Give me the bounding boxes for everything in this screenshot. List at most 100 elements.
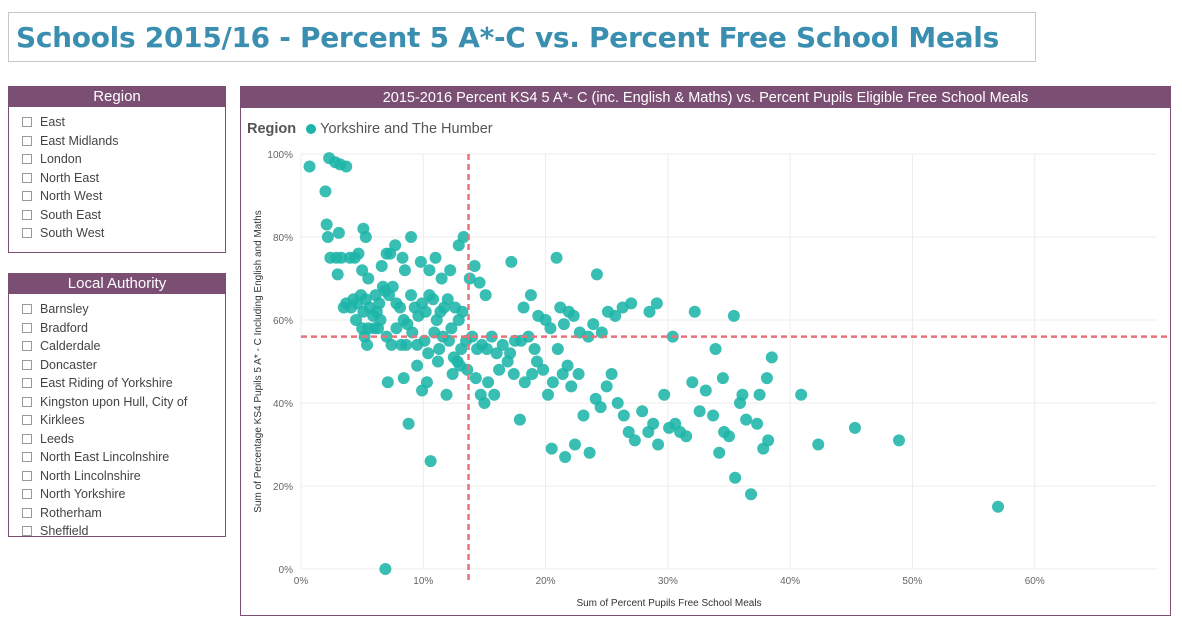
data-point[interactable]: [478, 397, 491, 409]
data-point[interactable]: [551, 343, 564, 356]
data-point[interactable]: [335, 251, 348, 264]
data-point[interactable]: [356, 264, 369, 277]
region-option[interactable]: North East: [22, 169, 225, 188]
data-point[interactable]: [446, 367, 459, 380]
checkbox[interactable]: [22, 378, 32, 389]
local-authority-option[interactable]: North Yorkshire: [22, 485, 225, 504]
checkbox[interactable]: [22, 228, 32, 239]
data-point[interactable]: [398, 264, 411, 277]
data-point[interactable]: [751, 417, 764, 430]
data-point[interactable]: [473, 276, 486, 289]
data-point[interactable]: [386, 280, 399, 293]
data-point[interactable]: [647, 417, 660, 430]
checkbox[interactable]: [22, 154, 32, 165]
data-point[interactable]: [546, 376, 559, 389]
checkbox[interactable]: [22, 304, 32, 315]
data-point[interactable]: [524, 289, 537, 302]
data-point[interactable]: [441, 293, 454, 306]
region-option[interactable]: South East: [22, 206, 225, 225]
checkbox[interactable]: [22, 172, 32, 183]
data-point[interactable]: [600, 380, 613, 393]
checkbox[interactable]: [22, 359, 32, 370]
data-point[interactable]: [405, 231, 418, 243]
data-point[interactable]: [469, 372, 482, 385]
data-point[interactable]: [992, 500, 1005, 513]
data-point[interactable]: [561, 359, 574, 372]
data-point[interactable]: [397, 372, 410, 385]
data-point[interactable]: [577, 409, 590, 422]
data-point[interactable]: [736, 388, 749, 401]
local-authority-option[interactable]: North East Lincolnshire: [22, 448, 225, 467]
data-point[interactable]: [361, 338, 374, 351]
data-point[interactable]: [605, 367, 618, 380]
data-point[interactable]: [496, 338, 509, 351]
local-authority-option[interactable]: Kirklees: [22, 411, 225, 430]
data-point[interactable]: [544, 322, 557, 335]
local-authority-option[interactable]: North Lincolnshire: [22, 467, 225, 486]
data-point[interactable]: [350, 314, 363, 326]
data-point[interactable]: [482, 376, 495, 389]
data-point[interactable]: [537, 363, 550, 376]
data-point[interactable]: [396, 251, 409, 264]
checkbox[interactable]: [22, 135, 32, 146]
data-point[interactable]: [609, 309, 622, 322]
data-point[interactable]: [352, 247, 365, 260]
local-authority-option[interactable]: Calderdale: [22, 337, 225, 356]
local-authority-option[interactable]: Rotherham: [22, 504, 225, 523]
data-point[interactable]: [381, 376, 394, 389]
data-point[interactable]: [545, 442, 558, 455]
data-point[interactable]: [622, 426, 635, 439]
data-point[interactable]: [760, 372, 773, 385]
local-authority-option[interactable]: Kingston upon Hull, City of: [22, 393, 225, 412]
data-point[interactable]: [745, 488, 758, 501]
data-point[interactable]: [445, 322, 458, 335]
data-point[interactable]: [419, 305, 432, 318]
data-point[interactable]: [394, 301, 407, 314]
data-point[interactable]: [440, 388, 453, 401]
data-point[interactable]: [513, 413, 526, 426]
data-point[interactable]: [680, 430, 693, 443]
region-option[interactable]: North West: [22, 187, 225, 206]
data-point[interactable]: [331, 268, 344, 281]
checkbox[interactable]: [22, 433, 32, 444]
data-point[interactable]: [628, 434, 641, 447]
data-point[interactable]: [812, 438, 825, 451]
legend-series-label[interactable]: Yorkshire and The Humber: [320, 121, 493, 137]
data-point[interactable]: [427, 293, 440, 306]
data-point[interactable]: [507, 367, 520, 380]
data-point[interactable]: [729, 471, 742, 484]
data-point[interactable]: [567, 309, 580, 322]
data-point[interactable]: [583, 446, 596, 459]
checkbox[interactable]: [22, 470, 32, 481]
data-point[interactable]: [405, 289, 418, 302]
data-point[interactable]: [400, 338, 413, 351]
checkbox[interactable]: [22, 117, 32, 128]
data-point[interactable]: [559, 450, 572, 463]
data-point[interactable]: [594, 401, 607, 414]
checkbox[interactable]: [22, 526, 32, 536]
data-point[interactable]: [420, 376, 433, 389]
region-option[interactable]: London: [22, 150, 225, 169]
data-point[interactable]: [617, 409, 630, 422]
data-point[interactable]: [652, 438, 665, 451]
data-point[interactable]: [550, 251, 563, 264]
data-point[interactable]: [379, 563, 392, 575]
data-point[interactable]: [643, 305, 656, 318]
data-point[interactable]: [765, 351, 778, 364]
checkbox[interactable]: [22, 191, 32, 202]
region-option[interactable]: East Midlands: [22, 132, 225, 151]
checkbox[interactable]: [22, 209, 32, 220]
data-point[interactable]: [433, 343, 446, 356]
data-point[interactable]: [375, 260, 388, 273]
data-point[interactable]: [693, 405, 706, 418]
data-point[interactable]: [429, 251, 442, 264]
data-point[interactable]: [390, 322, 403, 335]
data-point[interactable]: [518, 376, 531, 389]
data-point[interactable]: [340, 160, 353, 173]
checkbox[interactable]: [22, 507, 32, 518]
region-option[interactable]: East: [22, 113, 225, 132]
data-point[interactable]: [611, 397, 624, 409]
data-point[interactable]: [423, 264, 436, 277]
data-point[interactable]: [320, 218, 333, 231]
local-authority-option[interactable]: Barnsley: [22, 300, 225, 319]
